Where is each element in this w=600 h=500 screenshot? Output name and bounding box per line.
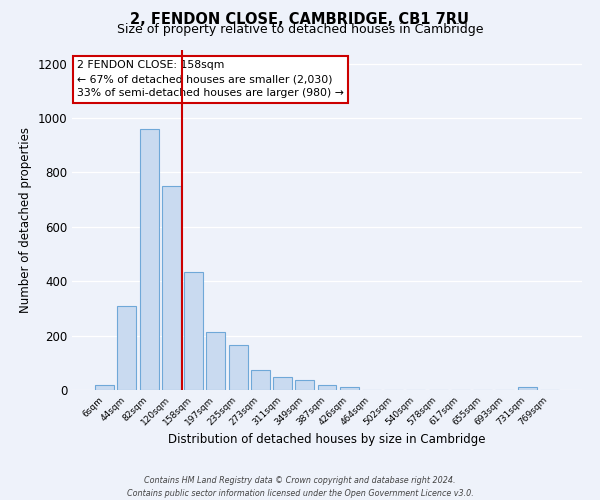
Bar: [162, 186, 181, 390]
Bar: [118, 306, 136, 390]
Text: 2, FENDON CLOSE, CAMBRIDGE, CB1 7RU: 2, FENDON CLOSE, CAMBRIDGE, CB1 7RU: [131, 12, 470, 28]
Text: 2 FENDON CLOSE: 158sqm
← 67% of detached houses are smaller (2,030)
33% of semi-: 2 FENDON CLOSE: 158sqm ← 67% of detached…: [77, 60, 344, 98]
Bar: [251, 370, 270, 390]
Bar: [295, 380, 314, 390]
Bar: [140, 129, 158, 390]
Bar: [206, 332, 225, 390]
Bar: [273, 377, 292, 390]
Bar: [229, 345, 248, 390]
Bar: [340, 388, 359, 390]
Y-axis label: Number of detached properties: Number of detached properties: [19, 127, 32, 313]
Bar: [184, 272, 203, 390]
Bar: [518, 388, 536, 390]
Text: Contains HM Land Registry data © Crown copyright and database right 2024.
Contai: Contains HM Land Registry data © Crown c…: [127, 476, 473, 498]
Text: Size of property relative to detached houses in Cambridge: Size of property relative to detached ho…: [117, 22, 483, 36]
Bar: [317, 384, 337, 390]
Bar: [95, 384, 114, 390]
X-axis label: Distribution of detached houses by size in Cambridge: Distribution of detached houses by size …: [168, 432, 486, 446]
